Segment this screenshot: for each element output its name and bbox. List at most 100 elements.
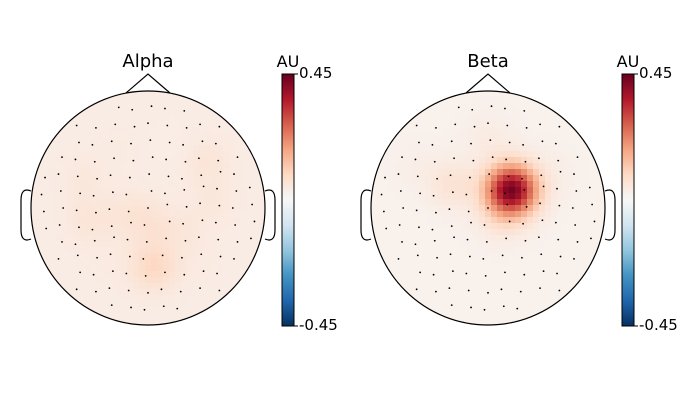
- heatmap-cell: [151, 277, 158, 284]
- sensor-dot: [450, 225, 453, 228]
- heatmap-cell: [151, 301, 158, 308]
- heatmap-cell: [545, 121, 552, 128]
- heatmap-cell: [551, 265, 558, 272]
- heatmap-cell: [437, 139, 444, 146]
- heatmap-cell: [503, 133, 510, 140]
- sensor-dot: [128, 176, 131, 179]
- heatmap-cell: [497, 259, 504, 266]
- heatmap-cell: [425, 151, 432, 158]
- heatmap-cell: [563, 151, 570, 158]
- heatmap-cell: [193, 253, 200, 260]
- heatmap-cell: [599, 217, 605, 224]
- heatmap-cell: [533, 241, 540, 248]
- heatmap-cell: [109, 175, 116, 182]
- heatmap-cell: [115, 103, 122, 110]
- heatmap-cell: [85, 169, 92, 176]
- sensor-dot: [231, 207, 234, 209]
- heatmap-cell: [419, 241, 426, 248]
- heatmap-cell: [79, 163, 86, 170]
- heatmap-cell: [127, 133, 134, 140]
- heatmap-cell: [557, 241, 564, 248]
- heatmap-cell: [533, 289, 540, 296]
- heatmap-cell: [133, 91, 140, 98]
- heatmap-cell: [533, 253, 540, 260]
- heatmap-cell: [437, 271, 444, 278]
- heatmap-cell: [73, 187, 80, 194]
- heatmap-cell: [229, 253, 236, 260]
- heatmap-cell: [229, 235, 236, 242]
- heatmap-cell: [121, 205, 128, 212]
- heatmap-cell: [61, 223, 68, 230]
- sensor-dot: [433, 239, 436, 242]
- heatmap-cell: [85, 253, 92, 260]
- heatmap-cell: [151, 127, 158, 134]
- heatmap-cell: [181, 205, 188, 212]
- heatmap-cell: [419, 157, 426, 164]
- heatmap-cell: [413, 235, 420, 242]
- heatmap-cell: [515, 217, 522, 224]
- heatmap-cell: [569, 199, 576, 206]
- heatmap-cell: [479, 163, 486, 170]
- heatmap-cell: [115, 307, 122, 314]
- heatmap-cell: [413, 247, 420, 254]
- heatmap-cell: [491, 109, 498, 116]
- heatmap-cell: [169, 109, 176, 116]
- heatmap-cell: [449, 271, 456, 278]
- heatmap-cell: [389, 271, 396, 278]
- heatmap-cell: [383, 205, 390, 212]
- heatmap-cell: [175, 97, 182, 104]
- heatmap-cell: [73, 205, 80, 212]
- heatmap-cell: [407, 181, 414, 188]
- heatmap-cell: [491, 223, 498, 230]
- heatmap-cell: [557, 187, 564, 194]
- heatmap-cell: [563, 145, 570, 152]
- heatmap-cell: [139, 319, 146, 325]
- sensor-dot: [165, 158, 168, 161]
- heatmap-cell: [563, 175, 570, 182]
- heatmap-cell: [241, 181, 248, 188]
- heatmap-cell: [485, 259, 492, 266]
- sensor-dot: [452, 270, 454, 273]
- heatmap-cell: [229, 199, 236, 206]
- heatmap-cell: [443, 151, 450, 158]
- heatmap-cell: [121, 229, 128, 236]
- heatmap-cell: [199, 127, 206, 134]
- heatmap-cell: [175, 133, 182, 140]
- heatmap-cell: [193, 259, 200, 266]
- heatmap-cell: [509, 247, 516, 254]
- heatmap-cell: [461, 229, 468, 236]
- heatmap-cell: [485, 229, 492, 236]
- heatmap-cell: [235, 181, 242, 188]
- heatmap-cell: [91, 295, 98, 302]
- heatmap-cell: [563, 205, 570, 212]
- heatmap-cell: [199, 235, 206, 242]
- heatmap-cell: [145, 181, 152, 188]
- heatmap-cell: [437, 205, 444, 212]
- heatmap-cell: [377, 163, 384, 170]
- sensor-dot: [144, 274, 147, 277]
- heatmap-cell: [539, 193, 546, 200]
- sensor-dot: [182, 222, 185, 225]
- heatmap-cell: [563, 181, 570, 188]
- heatmap-cell: [115, 169, 122, 176]
- sensor-dot: [416, 254, 419, 257]
- heatmap-cell: [407, 133, 414, 140]
- sensor-dot: [448, 208, 451, 211]
- heatmap-cell: [515, 265, 522, 272]
- heatmap-cell: [509, 301, 516, 308]
- heatmap-cell: [103, 151, 110, 158]
- heatmap-cell: [121, 265, 128, 272]
- heatmap-cell: [551, 175, 558, 182]
- sensor-dot: [402, 207, 405, 209]
- heatmap-cell: [551, 139, 558, 146]
- heatmap-cell: [133, 175, 140, 182]
- heatmap-cell: [527, 187, 534, 194]
- right-ear-outline: [264, 189, 276, 241]
- heatmap-cell: [181, 139, 188, 146]
- heatmap-cell: [163, 211, 170, 218]
- heatmap-cell: [569, 169, 576, 176]
- heatmap-cell: [109, 301, 116, 308]
- heatmap-cell: [479, 145, 486, 152]
- heatmap-cell: [479, 259, 486, 266]
- heatmap-cell: [199, 151, 206, 158]
